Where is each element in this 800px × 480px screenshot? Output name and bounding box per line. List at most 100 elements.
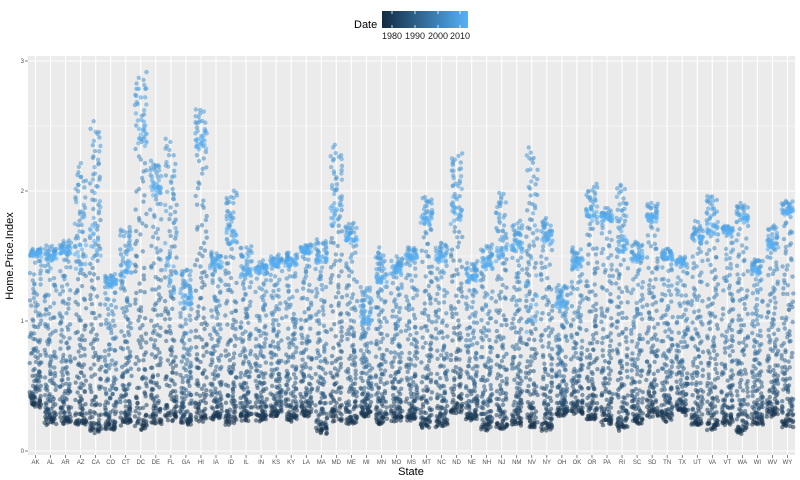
point-nj bbox=[504, 380, 509, 385]
point-id bbox=[224, 217, 229, 222]
point-ar bbox=[61, 238, 66, 244]
point-az bbox=[72, 356, 78, 361]
point-al bbox=[48, 369, 53, 374]
point-ky bbox=[284, 352, 289, 357]
point-nm bbox=[512, 285, 517, 290]
point-mo bbox=[397, 267, 402, 272]
point-ky bbox=[290, 257, 296, 262]
point-ak bbox=[33, 345, 39, 351]
point-nc bbox=[439, 329, 444, 334]
point-nc bbox=[438, 412, 443, 417]
point-la bbox=[305, 296, 310, 302]
point-id bbox=[229, 246, 234, 252]
point-ct bbox=[118, 252, 124, 257]
point-ak bbox=[34, 389, 39, 394]
point-in bbox=[262, 303, 268, 308]
point-ms bbox=[404, 294, 409, 299]
point-nc bbox=[444, 290, 450, 295]
point-ks bbox=[279, 388, 285, 393]
point-ms bbox=[409, 254, 415, 259]
point-nd bbox=[457, 366, 462, 371]
point-ky bbox=[288, 415, 294, 421]
point-dc bbox=[141, 199, 146, 204]
point-fl bbox=[166, 274, 171, 280]
point-il bbox=[239, 320, 244, 325]
point-mt bbox=[423, 229, 428, 235]
point-dc bbox=[144, 168, 149, 173]
point-nd bbox=[455, 235, 460, 240]
point-ne bbox=[465, 303, 470, 309]
point-mn bbox=[376, 395, 381, 400]
point-mt bbox=[419, 415, 424, 421]
point-hi bbox=[199, 171, 205, 176]
point-mi bbox=[359, 405, 365, 410]
point-ga bbox=[179, 359, 184, 364]
point-ia bbox=[208, 389, 214, 394]
point-mo bbox=[389, 258, 394, 264]
point-ks bbox=[275, 391, 280, 396]
point-al bbox=[50, 377, 55, 382]
point-la bbox=[304, 364, 309, 370]
point-co bbox=[104, 392, 109, 397]
point-hi bbox=[198, 359, 203, 365]
point-al bbox=[43, 393, 48, 398]
point-ar bbox=[60, 289, 66, 294]
point-ct bbox=[123, 399, 128, 404]
point-fl bbox=[167, 383, 172, 389]
point-de bbox=[153, 230, 159, 236]
point-in bbox=[264, 271, 269, 276]
point-mo bbox=[399, 386, 404, 391]
point-co bbox=[113, 360, 119, 365]
point-id bbox=[232, 351, 237, 356]
point-nc bbox=[435, 423, 440, 428]
point-ct bbox=[123, 409, 128, 414]
point-mn bbox=[377, 245, 382, 250]
point-ar bbox=[65, 376, 71, 382]
point-hi bbox=[199, 270, 205, 275]
point-ga bbox=[187, 383, 192, 389]
point-ms bbox=[413, 349, 418, 355]
point-ky bbox=[285, 358, 291, 364]
point-ia bbox=[217, 397, 223, 402]
point-mi bbox=[366, 380, 371, 385]
point-mt bbox=[423, 198, 429, 203]
point-mt bbox=[422, 421, 427, 427]
point-hi bbox=[195, 309, 200, 314]
point-co bbox=[102, 402, 108, 408]
point-hi bbox=[193, 193, 198, 199]
point-al bbox=[54, 246, 59, 252]
point-il bbox=[242, 353, 248, 359]
point-ca bbox=[98, 302, 103, 307]
point-fl bbox=[171, 358, 176, 364]
point-ar bbox=[64, 257, 69, 262]
point-md bbox=[332, 322, 337, 327]
point-ca bbox=[89, 322, 94, 327]
point-ar bbox=[60, 373, 65, 378]
point-dc bbox=[135, 385, 140, 391]
point-nh bbox=[481, 257, 486, 263]
point-mi bbox=[358, 303, 363, 309]
point-ca bbox=[94, 250, 100, 255]
point-hi bbox=[198, 264, 203, 269]
point-mn bbox=[374, 382, 379, 387]
point-ak bbox=[36, 404, 42, 409]
point-ia bbox=[217, 335, 223, 341]
point-fl bbox=[164, 160, 169, 165]
point-ne bbox=[474, 268, 480, 273]
point-az bbox=[83, 378, 89, 383]
point-md bbox=[338, 365, 343, 370]
point-ma bbox=[323, 400, 328, 406]
point-ia bbox=[215, 343, 220, 348]
point-dc bbox=[133, 269, 138, 274]
point-ct bbox=[126, 234, 132, 239]
point-az bbox=[80, 229, 86, 234]
point-ca bbox=[90, 326, 96, 332]
point-ca bbox=[98, 376, 103, 381]
point-ca bbox=[92, 238, 97, 244]
point-la bbox=[299, 332, 304, 337]
point-ms bbox=[404, 275, 409, 281]
point-ne bbox=[474, 341, 480, 346]
point-ms bbox=[405, 272, 411, 277]
point-ma bbox=[317, 412, 322, 417]
point-nc bbox=[435, 291, 440, 297]
